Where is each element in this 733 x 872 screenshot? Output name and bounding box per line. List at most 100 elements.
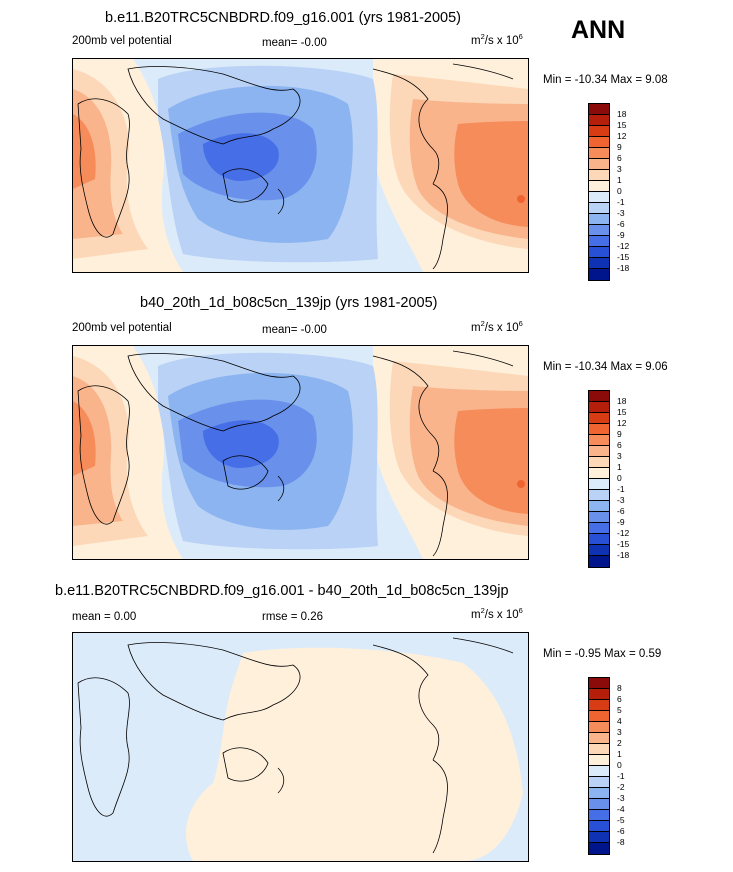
- max-marker: [517, 195, 525, 203]
- units-exp: 2: [480, 32, 485, 42]
- colorbar-tick: 15: [617, 407, 627, 417]
- colorbar-tick: 0: [617, 760, 622, 770]
- colorbar-tick: 1: [617, 175, 622, 185]
- colorbar-swatch: [589, 821, 609, 832]
- panel2-colorbar: [588, 390, 610, 568]
- colorbar-tick: 2: [617, 738, 622, 748]
- panel1-mean-label: mean= -0.00: [262, 37, 327, 49]
- colorbar-swatch: [589, 159, 609, 170]
- colorbar-swatch: [589, 269, 609, 280]
- colorbar-swatch: [589, 435, 609, 446]
- coastlines: [77, 350, 514, 557]
- units-prefix: m: [471, 322, 481, 334]
- colorbar-tick: -1: [617, 484, 625, 494]
- colorbar-swatch: [589, 799, 609, 810]
- colorbar-swatch: [589, 788, 609, 799]
- panel1-title: b.e11.B20TRC5CNBDRD.f09_g16.001 (yrs 198…: [105, 10, 461, 26]
- units-mid: /s x 10: [484, 322, 519, 334]
- units-exp: 6: [518, 32, 523, 42]
- pos-contour: [454, 408, 528, 514]
- colorbar-swatch: [589, 545, 609, 556]
- panel2-contour-svg: [73, 346, 528, 559]
- colorbar-swatch: [589, 137, 609, 148]
- colorbar-tick: 9: [617, 142, 622, 152]
- colorbar-tick: -12: [617, 241, 630, 251]
- colorbar-swatch: [589, 733, 609, 744]
- colorbar-tick: -9: [617, 230, 625, 240]
- colorbar-tick: 9: [617, 429, 622, 439]
- colorbar-tick: -1: [617, 771, 625, 781]
- panel3-minmax: Min = -0.95 Max = 0.59: [543, 648, 662, 660]
- coastlines: [77, 637, 514, 854]
- units-exp: 6: [518, 319, 523, 329]
- colorbar-tick: 1: [617, 462, 622, 472]
- colorbar-tick: -5: [617, 815, 625, 825]
- panel2-variable-label: 200mb vel potential: [72, 322, 172, 334]
- colorbar-swatch: [589, 236, 609, 247]
- colorbar-swatch: [589, 170, 609, 181]
- panel1-minmax: Min = -10.34 Max = 9.08: [543, 74, 668, 86]
- colorbar-swatch: [589, 214, 609, 225]
- panel2-map: [72, 345, 529, 560]
- units-exp: 2: [480, 606, 485, 616]
- panel1-map: [72, 58, 529, 273]
- colorbar-tick: 15: [617, 120, 627, 130]
- colorbar-swatch: [589, 402, 609, 413]
- colorbar-swatch: [589, 755, 609, 766]
- colorbar-swatch: [589, 556, 609, 567]
- neg-contour: [203, 133, 279, 181]
- pos-contour: [73, 401, 96, 476]
- colorbar-tick: -8: [617, 837, 625, 847]
- colorbar-tick: 6: [617, 694, 622, 704]
- colorbar-swatch: [589, 722, 609, 733]
- colorbar-tick: -15: [617, 252, 630, 262]
- panel2-title: b40_20th_1d_b08c5cn_139jp (yrs 1981-2005…: [140, 295, 438, 311]
- units-mid: /s x 10: [484, 35, 519, 47]
- colorbar-tick: 6: [617, 153, 622, 163]
- colorbar-tick: -3: [617, 495, 625, 505]
- colorbar-tick: -6: [617, 826, 625, 836]
- colorbar-swatch: [589, 843, 609, 854]
- colorbar-swatch: [589, 413, 609, 424]
- colorbar-tick: -6: [617, 506, 625, 516]
- colorbar-swatch: [589, 479, 609, 490]
- colorbar-swatch: [589, 225, 609, 236]
- colorbar-swatch: [589, 678, 609, 689]
- colorbar-tick: 8: [617, 683, 622, 693]
- colorbar-swatch: [589, 689, 609, 700]
- units-prefix: m: [471, 609, 481, 621]
- colorbar-tick: 1: [617, 749, 622, 759]
- colorbar-swatch: [589, 181, 609, 192]
- season-label: ANN: [571, 16, 626, 44]
- panel3-colorbar: [588, 677, 610, 855]
- colorbar-tick: 6: [617, 440, 622, 450]
- colorbar-tick: -1: [617, 197, 625, 207]
- colorbar-tick: -6: [617, 219, 625, 229]
- colorbar-tick: -2: [617, 782, 625, 792]
- colorbar-tick: 3: [617, 164, 622, 174]
- pos-contour: [185, 647, 523, 861]
- colorbar-swatch: [589, 700, 609, 711]
- colorbar-swatch: [589, 247, 609, 258]
- colorbar-tick: 0: [617, 473, 622, 483]
- panel1-variable-label: 200mb vel potential: [72, 35, 172, 47]
- colorbar-swatch: [589, 523, 609, 534]
- panel2-mean-label: mean= -0.00: [262, 324, 327, 336]
- colorbar-swatch: [589, 258, 609, 269]
- panel3-title: b.e11.B20TRC5CNBDRD.f09_g16.001 - b40_20…: [55, 583, 509, 599]
- panel3-units-label: m2/s x 106: [471, 606, 523, 621]
- colorbar-tick: 12: [617, 418, 627, 428]
- colorbar-tick: 18: [617, 396, 627, 406]
- colorbar-swatch: [589, 777, 609, 788]
- colorbar-swatch: [589, 446, 609, 457]
- colorbar-swatch: [589, 490, 609, 501]
- colorbar-swatch: [589, 192, 609, 203]
- panel1-units-label: m2/s x 106: [471, 32, 523, 47]
- colorbar-swatch: [589, 126, 609, 137]
- colorbar-swatch: [589, 148, 609, 159]
- panel1-contour-svg: [73, 59, 528, 272]
- colorbar-swatch: [589, 468, 609, 479]
- panel2-minmax: Min = -10.34 Max = 9.06: [543, 361, 668, 373]
- colorbar-swatch: [589, 711, 609, 722]
- units-exp: 6: [518, 606, 523, 616]
